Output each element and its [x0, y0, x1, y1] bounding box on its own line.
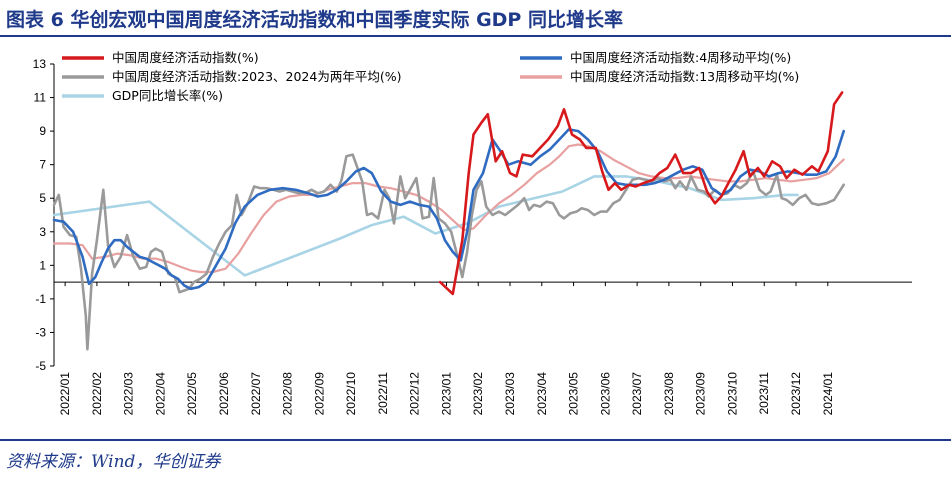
- x-tick-label: 2022/10: [344, 372, 358, 416]
- y-tick-label: -1: [35, 292, 46, 306]
- axes: 13 11 9 7 5 3 1 -1 -3 -5 2022/01 2022/02 2022/03 2022…: [33, 57, 912, 415]
- y-tick-label: 11: [34, 91, 47, 105]
- x-tick-label: 2022/03: [122, 372, 136, 416]
- line-chart: 13 11 9 7 5 3 1 -1 -3 -5 2022/01 2022/02 2022/03 2022…: [33, 50, 912, 415]
- x-tick-label: 2023/09: [694, 372, 708, 416]
- y-tick-label: 9: [39, 124, 46, 138]
- x-tick-label: 2023/10: [725, 372, 739, 416]
- legend-label: 中国周度经济活动指数(%): [112, 50, 259, 65]
- x-tick-label: 2022/02: [90, 372, 104, 416]
- series-line-0: [438, 91, 844, 296]
- x-tick-label: 2023/11: [757, 372, 771, 415]
- series-line-3: [52, 143, 845, 274]
- y-tick-label: -3: [35, 325, 46, 339]
- x-tick-label: 2023/04: [535, 372, 549, 416]
- series-line-4: [52, 175, 799, 277]
- legend: 中国周度经济活动指数(%) 中国周度经济活动指数:4周移动平均(%) 中国周度经济活…: [62, 50, 799, 103]
- legend-label: 中国周度经济活动指数:4周移动平均(%): [570, 50, 791, 65]
- x-tick-label: 2023/05: [567, 372, 581, 416]
- y-tick-label: 5: [39, 191, 46, 205]
- legend-label: GDP同比增长率(%): [112, 88, 223, 103]
- x-tick-label: 2022/05: [185, 372, 199, 416]
- series-layer: [52, 91, 845, 351]
- source-note: 资料来源：Wind，华创证券: [6, 452, 221, 472]
- x-tick-label: 2022/11: [376, 372, 390, 415]
- series-line-2: [52, 153, 845, 351]
- x-tick-label: 2023/02: [471, 372, 485, 416]
- x-tick-label: 2022/07: [249, 372, 263, 416]
- y-tick-label: 1: [39, 258, 46, 272]
- y-tick-label: 13: [33, 57, 47, 71]
- x-tick-label: 2023/12: [789, 372, 803, 416]
- x-tick-label: 2022/06: [217, 372, 231, 416]
- x-tick-label: 2022/04: [153, 372, 167, 416]
- footer-divider: [0, 439, 951, 441]
- chart-title: 图表 6 华创宏观中国周度经济活动指数和中国季度实际 GDP 同比增长率: [6, 9, 623, 31]
- x-tick-label: 2023/06: [598, 372, 612, 416]
- y-tick-label: 7: [39, 158, 46, 172]
- x-tick-label: 2023/08: [662, 372, 676, 416]
- y-tick-label: 3: [39, 225, 46, 239]
- title-bar: 图表 6 华创宏观中国周度经济活动指数和中国季度实际 GDP 同比增长率: [0, 0, 951, 34]
- x-tick-label: 2022/09: [312, 372, 326, 416]
- x-tick-label: 2023/03: [503, 372, 517, 416]
- x-tick-label: 2022/12: [408, 372, 422, 416]
- legend-label: 中国周度经济活动指数:2023、2024为两年平均(%): [112, 69, 401, 84]
- x-tick-label: 2022/01: [58, 372, 72, 416]
- x-tick-label: 2022/08: [281, 372, 295, 416]
- x-tick-label: 2024/01: [821, 372, 835, 416]
- x-tick-label: 2023/01: [439, 372, 453, 416]
- title-divider: [0, 35, 951, 37]
- series-line-1: [52, 128, 845, 291]
- x-tick-label: 2023/07: [630, 372, 644, 416]
- y-tick-label: -5: [35, 359, 46, 373]
- legend-label: 中国周度经济活动指数:13周移动平均(%): [570, 69, 799, 84]
